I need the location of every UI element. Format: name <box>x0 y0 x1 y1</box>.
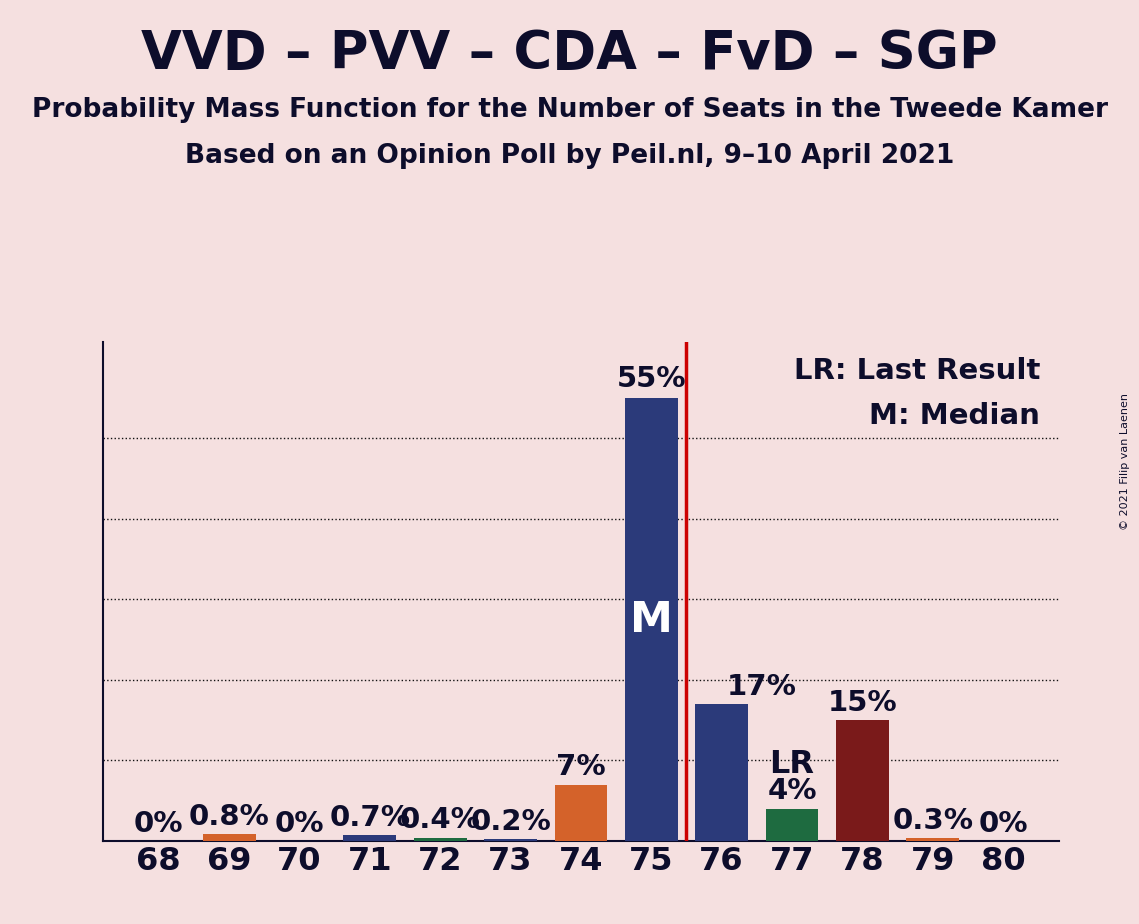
Bar <box>695 704 748 841</box>
Text: 0.2%: 0.2% <box>470 808 551 836</box>
Text: 55%: 55% <box>616 365 686 394</box>
Text: 15%: 15% <box>827 689 898 717</box>
Text: Probability Mass Function for the Number of Seats in the Tweede Kamer: Probability Mass Function for the Number… <box>32 97 1107 123</box>
Text: 7%: 7% <box>556 753 606 782</box>
Bar <box>413 838 467 841</box>
Text: M: Median: M: Median <box>869 402 1040 430</box>
Text: LR: LR <box>770 749 814 781</box>
Text: 17%: 17% <box>727 673 797 700</box>
Text: VVD – PVV – CDA – FvD – SGP: VVD – PVV – CDA – FvD – SGP <box>141 28 998 79</box>
Bar <box>765 808 818 841</box>
Text: 0.8%: 0.8% <box>189 803 270 832</box>
Text: 0.7%: 0.7% <box>329 804 410 832</box>
Bar <box>203 834 255 841</box>
Text: 0%: 0% <box>134 809 183 838</box>
Bar <box>907 838 959 841</box>
Bar <box>625 398 678 841</box>
Bar <box>484 839 536 841</box>
Text: 0.4%: 0.4% <box>400 807 481 834</box>
Text: LR: Last Result: LR: Last Result <box>794 357 1040 385</box>
Text: 0.3%: 0.3% <box>892 808 973 835</box>
Bar <box>344 835 396 841</box>
Text: 0%: 0% <box>978 809 1027 838</box>
Bar <box>836 720 888 841</box>
Bar <box>555 784 607 841</box>
Text: Based on an Opinion Poll by Peil.nl, 9–10 April 2021: Based on an Opinion Poll by Peil.nl, 9–1… <box>185 143 954 169</box>
Text: 4%: 4% <box>768 777 817 805</box>
Text: 0%: 0% <box>274 809 325 838</box>
Text: © 2021 Filip van Laenen: © 2021 Filip van Laenen <box>1120 394 1130 530</box>
Text: M: M <box>630 599 673 640</box>
